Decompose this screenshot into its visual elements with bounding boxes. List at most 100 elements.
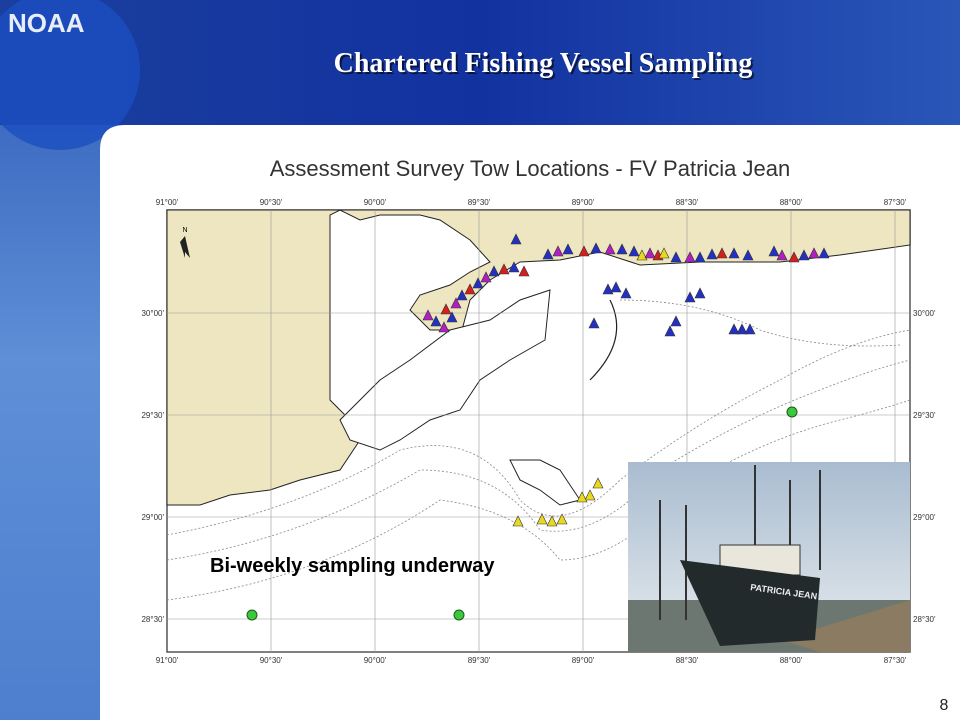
tow-marker bbox=[610, 281, 622, 293]
lon-label: 90°30' bbox=[260, 656, 283, 665]
graticule: 91°00' 91°00' 90°30' 90°30' 90°00' 90°00' 89°3… bbox=[141, 198, 936, 665]
annotation: Bi-weekly sampling underway bbox=[210, 555, 495, 577]
lat-label: 28°30' bbox=[913, 615, 936, 624]
map: 91°00' 91°00' 90°30' 90°30' 90°00' 90°00' 89°3… bbox=[141, 198, 936, 665]
lon-label: 88°30' bbox=[676, 656, 699, 665]
tow-marker bbox=[694, 251, 706, 263]
tow-marker bbox=[744, 323, 756, 335]
tow-marker bbox=[536, 513, 548, 525]
tow-markers bbox=[246, 233, 830, 621]
logo-disc bbox=[0, 0, 140, 150]
tow-marker bbox=[736, 323, 748, 335]
tow-marker bbox=[604, 243, 616, 255]
tow-marker bbox=[706, 248, 718, 260]
tow-marker bbox=[592, 477, 604, 489]
lon-label: 89°00' bbox=[572, 656, 595, 665]
tow-marker bbox=[716, 247, 728, 259]
tow-marker bbox=[498, 263, 510, 275]
contour bbox=[166, 329, 911, 536]
tow-marker bbox=[788, 251, 800, 263]
vessel-photo: PATRICIA JEAN bbox=[628, 462, 910, 652]
tow-marker bbox=[644, 247, 656, 259]
north-label: N bbox=[182, 227, 187, 234]
lon-label: 90°30' bbox=[260, 198, 283, 207]
tow-marker bbox=[658, 247, 670, 259]
lon-label: 89°30' bbox=[468, 656, 491, 665]
station bbox=[246, 609, 258, 621]
tow-marker bbox=[440, 303, 452, 315]
tow-marker bbox=[694, 287, 706, 299]
tow-marker bbox=[546, 515, 558, 527]
tow-marker bbox=[616, 243, 628, 255]
lat-label: 29°00' bbox=[913, 513, 936, 522]
tow-marker bbox=[584, 489, 596, 501]
tow-marker bbox=[620, 287, 632, 299]
logo-text: NOAA bbox=[8, 8, 85, 38]
lon-label: 89°00' bbox=[572, 198, 595, 207]
tow-marker bbox=[542, 248, 554, 260]
lat-label: 29°00' bbox=[141, 513, 164, 522]
lon-label: 88°00' bbox=[780, 656, 803, 665]
tow-marker bbox=[556, 513, 568, 525]
lat-label: 30°00' bbox=[141, 309, 164, 318]
hull bbox=[680, 560, 820, 646]
tow-marker bbox=[446, 311, 458, 323]
tow-marker bbox=[636, 249, 648, 261]
tow-marker bbox=[430, 315, 442, 327]
tow-marker bbox=[562, 243, 574, 255]
delta bbox=[339, 289, 551, 451]
tow-marker bbox=[488, 265, 500, 277]
tow-marker bbox=[508, 261, 520, 273]
tow-marker bbox=[480, 271, 492, 283]
tow-marker bbox=[472, 277, 484, 289]
station bbox=[453, 609, 465, 621]
north-arrow bbox=[180, 236, 190, 258]
lat-label: 30°00' bbox=[913, 309, 936, 318]
lon-label: 88°30' bbox=[676, 198, 699, 207]
lat-label: 28°30' bbox=[141, 615, 164, 624]
lon-label: 88°00' bbox=[780, 198, 803, 207]
tow-marker bbox=[742, 249, 754, 261]
lat-label: 29°30' bbox=[913, 411, 936, 420]
tow-marker bbox=[518, 265, 530, 277]
lon-label: 90°00' bbox=[364, 656, 387, 665]
tow-marker bbox=[684, 291, 696, 303]
tow-marker bbox=[602, 283, 614, 295]
tow-marker bbox=[808, 247, 820, 259]
lon-label: 87°30' bbox=[884, 198, 907, 207]
tow-marker bbox=[552, 245, 564, 257]
tow-marker bbox=[464, 283, 476, 295]
lon-label: 89°30' bbox=[468, 198, 491, 207]
tow-marker bbox=[798, 249, 810, 261]
station bbox=[786, 406, 798, 418]
map-title: Assessment Survey Tow Locations - FV Pat… bbox=[270, 156, 790, 181]
lon-label: 91°00' bbox=[156, 656, 179, 665]
tow-marker bbox=[818, 247, 830, 259]
tow-marker bbox=[684, 251, 696, 263]
contour bbox=[166, 399, 911, 601]
tow-marker bbox=[776, 249, 788, 261]
lon-label: 90°00' bbox=[364, 198, 387, 207]
slide-title: Chartered Fishing Vessel Sampling bbox=[334, 48, 753, 79]
contour bbox=[619, 299, 901, 347]
tow-marker bbox=[664, 325, 676, 337]
tow-marker bbox=[512, 515, 524, 527]
lat-label: 29°30' bbox=[141, 411, 164, 420]
tow-marker bbox=[590, 242, 602, 254]
bird-foot-delta bbox=[509, 459, 581, 506]
tow-marker bbox=[438, 321, 450, 333]
chandeleur-islands bbox=[589, 299, 618, 381]
tow-marker bbox=[768, 245, 780, 257]
lon-label: 91°00' bbox=[156, 198, 179, 207]
title-shadow: Chartered Fishing Vessel Sampling bbox=[336, 50, 755, 81]
tow-marker bbox=[576, 491, 588, 503]
tow-marker bbox=[588, 317, 600, 329]
tow-marker bbox=[728, 247, 740, 259]
tow-marker bbox=[670, 251, 682, 263]
tow-marker bbox=[578, 245, 590, 257]
banner bbox=[0, 0, 960, 125]
page-number: 8 bbox=[940, 697, 949, 714]
tow-marker bbox=[670, 315, 682, 327]
tow-marker bbox=[510, 233, 522, 245]
